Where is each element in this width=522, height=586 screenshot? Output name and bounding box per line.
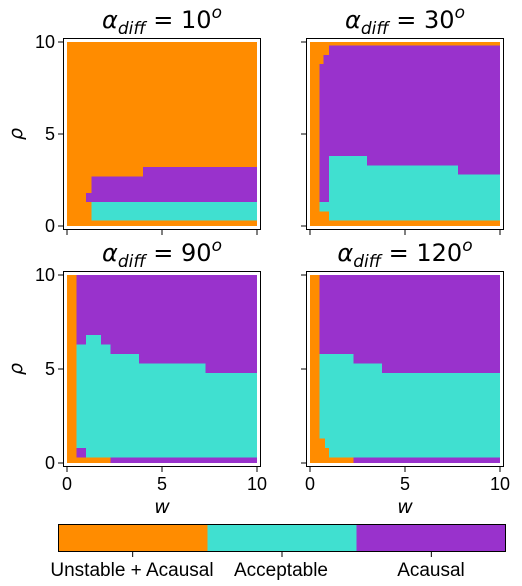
subplot-grid: 0 5 10 αdiff = 10o ρ αdiff = 30o 0 5 10 0 5 10 αdiff… bbox=[5, 3, 510, 518]
region-acausal bbox=[323, 54, 329, 203]
axes-frame bbox=[63, 38, 261, 230]
region-acceptable bbox=[458, 174, 500, 221]
region-unstable-acausal bbox=[310, 457, 354, 463]
region-acausal bbox=[143, 167, 257, 203]
region-acceptable bbox=[353, 363, 383, 373]
region-acausal bbox=[76, 447, 86, 458]
subplot-title: αdiff = 90o bbox=[102, 236, 222, 272]
colorbar-label: Acausal bbox=[397, 560, 465, 581]
y-axis-label: ρ bbox=[5, 128, 27, 140]
region-acausal bbox=[110, 457, 121, 463]
x-tick-label: 5 bbox=[157, 474, 167, 494]
x-tick-label: 10 bbox=[247, 474, 267, 494]
region-acausal bbox=[91, 176, 143, 203]
region-acceptable bbox=[110, 353, 140, 458]
colorbar-segment-unstable-acausal bbox=[58, 524, 208, 552]
x-tick-label: 0 bbox=[305, 474, 315, 494]
x-axis-label: w bbox=[397, 496, 413, 518]
subplot-1: 0 5 10 αdiff = 10o ρ bbox=[5, 3, 261, 236]
subplot-4: 0 5 10 αdiff = 120o w bbox=[301, 236, 510, 518]
region-acceptable bbox=[353, 372, 500, 458]
region-acausal bbox=[86, 192, 92, 203]
region-unstable-acausal bbox=[319, 438, 326, 458]
region-acausal bbox=[353, 457, 373, 463]
y-tick-label: 0 bbox=[45, 216, 55, 236]
y-tick-label: 5 bbox=[45, 124, 55, 144]
region-unstable-acausal bbox=[310, 275, 320, 463]
axes-frame bbox=[306, 271, 504, 467]
region-acceptable bbox=[76, 344, 86, 458]
subplot-title: αdiff = 10o bbox=[102, 3, 222, 39]
y-tick-label: 10 bbox=[35, 32, 55, 52]
colorbar-label: Unstable + Acausal bbox=[50, 560, 213, 581]
y-tick-label: 0 bbox=[45, 453, 55, 473]
region-acceptable bbox=[367, 165, 459, 221]
region-acceptable bbox=[91, 202, 257, 221]
colorbar-frame bbox=[58, 524, 506, 552]
x-tick-label: 10 bbox=[490, 474, 510, 494]
y-tick-label: 5 bbox=[45, 359, 55, 379]
subplot-title: αdiff = 30o bbox=[345, 3, 465, 39]
region-unstable-acausal bbox=[310, 220, 500, 226]
x-axis-label: w bbox=[154, 496, 170, 518]
x-tick-label: 0 bbox=[62, 474, 72, 494]
region-acausal bbox=[319, 64, 324, 203]
region-acceptable bbox=[139, 363, 206, 458]
colorbar: Unstable + Acausal Acceptable Acausal bbox=[50, 524, 506, 581]
region-acceptable bbox=[319, 202, 329, 212]
colorbar-label: Acceptable bbox=[234, 560, 328, 581]
subplot-title: αdiff = 120o bbox=[337, 236, 472, 272]
colorbar-segment-acceptable bbox=[207, 524, 357, 552]
y-tick-label: 10 bbox=[35, 265, 55, 285]
subplot-3: 0 5 10 0 5 10 αdiff = 90o ρ w bbox=[5, 236, 267, 518]
region-unstable-acausal bbox=[67, 275, 77, 463]
region-acceptable bbox=[86, 335, 102, 458]
x-tick-label: 5 bbox=[400, 474, 410, 494]
subplot-2: αdiff = 30o bbox=[301, 3, 504, 235]
region-acceptable bbox=[101, 344, 111, 458]
colorbar-segment-acausal bbox=[356, 524, 506, 552]
y-axis-label: ρ bbox=[5, 363, 27, 375]
axes-frame bbox=[63, 271, 261, 467]
region-acceptable bbox=[205, 372, 257, 458]
axes-frame bbox=[306, 38, 504, 230]
region-unstable-acausal bbox=[67, 457, 111, 463]
region-unstable-acausal bbox=[325, 447, 329, 458]
region-acceptable bbox=[329, 156, 367, 221]
